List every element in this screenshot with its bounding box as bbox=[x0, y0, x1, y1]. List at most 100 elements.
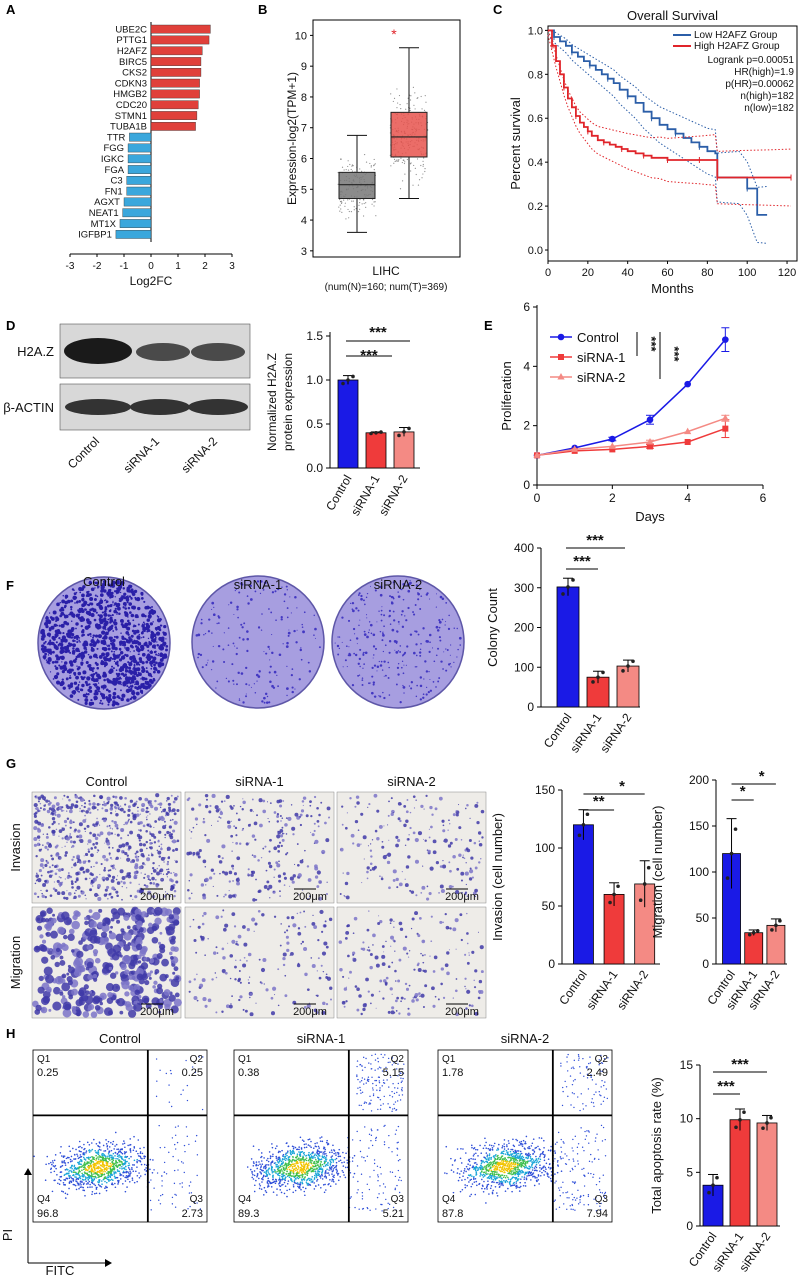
flow-event bbox=[115, 1186, 117, 1188]
cell-dot bbox=[473, 980, 474, 981]
cell-dot bbox=[195, 952, 197, 954]
cell-dot bbox=[73, 856, 75, 858]
colony-dot bbox=[125, 596, 129, 600]
cell-dot bbox=[123, 851, 125, 853]
bar-a-cdc20 bbox=[151, 101, 198, 109]
colony-dot bbox=[359, 620, 360, 621]
cell-dot bbox=[146, 841, 148, 843]
bar-label-a-cks2: CKS2 bbox=[122, 68, 147, 79]
colony-dot bbox=[72, 650, 76, 654]
colony-dot bbox=[150, 680, 154, 684]
cell-dot bbox=[379, 875, 381, 877]
colony-dot bbox=[132, 630, 135, 633]
cell-dot bbox=[127, 925, 131, 929]
colony-dot bbox=[337, 636, 338, 637]
bar-a-fga bbox=[128, 165, 151, 173]
colony-dot bbox=[353, 628, 355, 630]
flow-event bbox=[115, 1158, 117, 1160]
colony-dot bbox=[104, 665, 106, 667]
colony-dot bbox=[120, 651, 123, 654]
colony-dot bbox=[246, 650, 248, 652]
colony-dot bbox=[291, 674, 293, 676]
cell-dot bbox=[377, 922, 380, 925]
colony-dot bbox=[69, 660, 73, 664]
colony-dot bbox=[133, 624, 134, 625]
cell-dot bbox=[59, 960, 65, 966]
flow-event bbox=[127, 1145, 129, 1147]
blot-band-actin-control bbox=[65, 399, 131, 415]
colony-dot bbox=[66, 679, 68, 681]
cell-dot bbox=[129, 831, 133, 835]
flow-event bbox=[65, 1169, 67, 1171]
cell-dot bbox=[102, 855, 106, 859]
colony-dot bbox=[144, 677, 146, 679]
cell-dot bbox=[393, 921, 394, 922]
flow-event bbox=[137, 1175, 139, 1177]
cell-dot bbox=[326, 1003, 328, 1005]
colony-dot bbox=[420, 643, 422, 645]
cell-dot bbox=[202, 821, 205, 824]
colony-dot bbox=[116, 593, 117, 594]
cell-dot bbox=[394, 970, 397, 973]
cell-dot bbox=[39, 976, 44, 981]
cell-dot bbox=[51, 813, 54, 816]
cell-dot bbox=[52, 817, 55, 820]
colony-dot bbox=[91, 668, 94, 671]
cell-dot bbox=[69, 833, 71, 835]
cell-dot bbox=[73, 841, 76, 844]
colony-dot bbox=[89, 643, 92, 646]
cell-dot bbox=[151, 877, 155, 881]
colony-dot bbox=[233, 614, 234, 615]
colony-dot bbox=[447, 649, 449, 651]
flow-event bbox=[80, 1182, 82, 1184]
flow-event bbox=[106, 1182, 108, 1184]
colony-dot bbox=[69, 636, 71, 638]
colony-dot bbox=[302, 626, 304, 628]
colony-dot bbox=[122, 644, 124, 646]
cell-dot bbox=[280, 815, 282, 817]
cell-dot bbox=[255, 1003, 256, 1004]
colony-dot bbox=[448, 663, 450, 665]
point-b bbox=[425, 95, 426, 96]
flow-event bbox=[110, 1142, 112, 1144]
cell-dot bbox=[300, 814, 303, 817]
colony-dot bbox=[96, 603, 98, 605]
marker-e-0 bbox=[722, 336, 729, 343]
point-b bbox=[399, 104, 400, 105]
cell-dot bbox=[164, 837, 165, 838]
colony-dot bbox=[102, 638, 104, 640]
cell-dot bbox=[300, 824, 302, 826]
cell-dot bbox=[461, 879, 463, 881]
cell-dot bbox=[84, 815, 86, 817]
cell-dot bbox=[444, 839, 448, 843]
cell-dot bbox=[148, 923, 153, 928]
point-b bbox=[345, 203, 346, 204]
cell-dot bbox=[317, 939, 319, 941]
cell-dot bbox=[171, 795, 173, 797]
cell-dot bbox=[282, 839, 285, 842]
cell-dot bbox=[404, 998, 406, 1000]
cell-dot bbox=[55, 962, 60, 967]
colony-dot bbox=[103, 613, 107, 617]
colony-dot bbox=[94, 683, 98, 687]
cell-dot bbox=[370, 863, 373, 866]
cell-dot bbox=[80, 890, 82, 892]
cell-dot bbox=[104, 843, 105, 844]
cell-dot bbox=[279, 829, 283, 833]
cell-dot bbox=[211, 825, 212, 826]
cell-dot bbox=[106, 838, 108, 840]
colony-dot bbox=[117, 589, 119, 591]
cell-dot bbox=[426, 897, 429, 900]
flow-event bbox=[82, 1176, 84, 1178]
cell-dot bbox=[155, 879, 156, 880]
cell-dot bbox=[188, 897, 190, 899]
cell-dot bbox=[156, 987, 163, 994]
cell-dot bbox=[433, 850, 437, 854]
colony-dot bbox=[125, 604, 126, 605]
colony-dot bbox=[100, 593, 104, 597]
colony-dot bbox=[107, 646, 108, 647]
flow-event bbox=[79, 1146, 81, 1148]
colony-dot bbox=[110, 639, 113, 642]
colony-dot bbox=[389, 652, 391, 654]
flow-event bbox=[56, 1174, 58, 1176]
